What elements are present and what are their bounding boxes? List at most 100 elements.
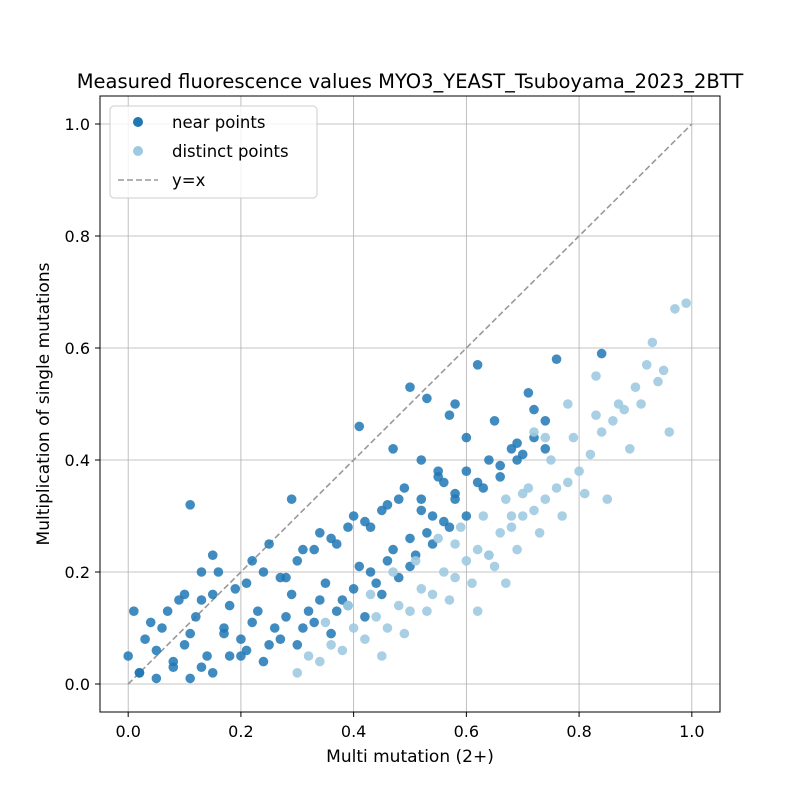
scatter-point (501, 578, 511, 588)
scatter-point (495, 472, 505, 482)
scatter-point (157, 623, 167, 633)
scatter-point (140, 634, 150, 644)
scatter-point (382, 556, 393, 566)
scatter-point (123, 651, 133, 661)
legend-label: distinct points (172, 142, 289, 161)
scatter-point (179, 640, 190, 650)
scatter-point (281, 572, 291, 583)
scatter-point (574, 466, 584, 477)
scatter-point (551, 354, 562, 365)
scatter-point (377, 589, 387, 600)
scatter-point (563, 477, 573, 488)
legend-label: near points (172, 113, 265, 132)
scatter-point (591, 371, 601, 381)
scatter-point (512, 455, 522, 465)
scatter-point (191, 612, 201, 622)
scatter-point (309, 617, 319, 628)
scatter-point (523, 388, 534, 398)
scatter-point (354, 421, 365, 432)
y-tick-label: 0.0 (65, 675, 90, 694)
y-tick-label: 0.6 (65, 339, 90, 358)
scatter-point (382, 500, 393, 510)
scatter-point (596, 427, 607, 437)
scatter-point (450, 494, 460, 505)
scatter-point (534, 528, 545, 538)
scatter-point (450, 572, 460, 583)
scatter-point (388, 544, 398, 555)
scatter-point (337, 645, 348, 656)
scatter-point (377, 651, 387, 661)
scatter-point (360, 634, 370, 644)
plot-area-frame (99, 95, 721, 713)
scatter-point (422, 528, 432, 538)
scatter-point (286, 494, 297, 505)
x-tick-label: 0.6 (454, 722, 479, 741)
scatter-point (315, 528, 325, 538)
scatter-point (224, 651, 235, 661)
y-tick-label: 1.0 (65, 115, 90, 134)
scatter-point (388, 567, 398, 577)
scatter-point (596, 348, 607, 359)
x-tick-label: 0.8 (566, 722, 591, 741)
scatter-point (489, 416, 500, 426)
scatter-point (365, 522, 376, 532)
scatter-point (213, 567, 224, 577)
identity-line-layer (127, 123, 693, 685)
scatter-point (613, 399, 624, 409)
scatter-point (501, 494, 511, 505)
scatter-point (641, 360, 652, 370)
scatter-point (207, 550, 218, 560)
scatter-point (450, 539, 460, 549)
scatter-point (529, 505, 539, 516)
scatter-point (179, 589, 190, 600)
scatter-point (455, 522, 466, 532)
scatter-point (241, 645, 252, 656)
scatter-point (506, 522, 517, 532)
scatter-point (298, 623, 308, 633)
scatter-point (512, 544, 522, 555)
chart-title: Measured fluorescence values MYO3_YEAST_… (77, 70, 744, 93)
legend-label: y=x (172, 171, 206, 190)
scatter-point (286, 589, 297, 600)
scatter-point (354, 561, 365, 572)
scatter-point (309, 544, 319, 555)
scatter-point (320, 617, 331, 628)
legend-marker (133, 117, 143, 127)
scatter-point (371, 578, 381, 588)
scatter-point (512, 438, 522, 449)
scatter-point (410, 556, 421, 566)
scatter-point (472, 606, 483, 616)
scatter-point (326, 628, 336, 639)
points-layer (123, 298, 691, 684)
legend-marker (133, 146, 143, 156)
scatter-point (568, 432, 579, 443)
scatter-point (348, 511, 359, 521)
x-tick-label: 0.2 (228, 722, 253, 741)
scatter-point (461, 432, 472, 443)
scatter-point (416, 584, 427, 594)
scatter-point (433, 533, 443, 544)
scatter-point (472, 360, 483, 370)
scatter-point (551, 483, 562, 493)
scatter-point (247, 617, 257, 628)
scatter-point (185, 673, 195, 684)
scatter-point (416, 494, 427, 505)
scatter-point (422, 393, 432, 404)
y-axis-label: Multiplication of single mutations (34, 262, 54, 545)
scatter-point (224, 600, 235, 611)
scatter-point (681, 298, 691, 309)
scatter-point (540, 444, 551, 454)
scatter-point (461, 466, 472, 477)
scatter-point (517, 511, 528, 521)
scatter-point (563, 399, 573, 409)
scatter-point (253, 606, 263, 616)
scatter-point (461, 511, 472, 521)
scatter-point (653, 376, 663, 387)
scatter-point (196, 567, 207, 577)
scatter-point (495, 528, 505, 538)
scatter-point (625, 444, 635, 454)
scatter-point (495, 460, 505, 471)
scatter-point (269, 623, 280, 633)
scatter-point (241, 578, 252, 588)
scatter-point (134, 668, 145, 678)
